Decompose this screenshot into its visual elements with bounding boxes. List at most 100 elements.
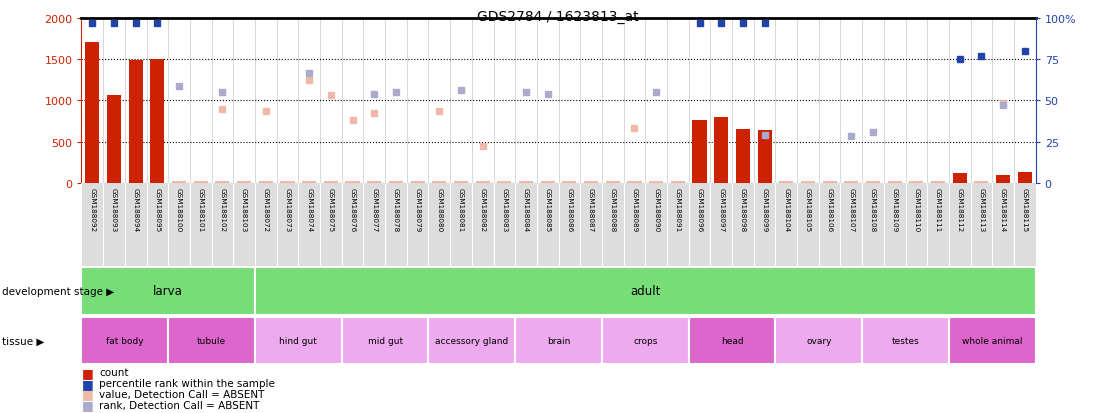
Text: GSM188084: GSM188084 (523, 188, 529, 232)
Text: GSM188076: GSM188076 (349, 188, 356, 232)
Text: GSM188092: GSM188092 (89, 188, 95, 232)
Bar (280, 181, 295, 184)
Bar (388, 181, 403, 184)
Bar (584, 181, 598, 184)
Text: GSM188091: GSM188091 (675, 188, 681, 232)
Bar (475, 181, 490, 184)
Bar (367, 181, 382, 184)
Text: GSM188072: GSM188072 (262, 188, 269, 232)
Text: GSM188089: GSM188089 (632, 188, 637, 232)
Bar (302, 181, 316, 184)
Bar (454, 181, 468, 184)
Bar (259, 181, 272, 184)
Text: GSM188085: GSM188085 (545, 188, 550, 232)
Bar (429, 317, 516, 365)
Bar (650, 181, 663, 184)
Text: GSM188083: GSM188083 (501, 188, 508, 232)
Bar (910, 181, 923, 184)
Text: GSM188093: GSM188093 (110, 188, 117, 232)
Text: GDS2784 / 1623813_at: GDS2784 / 1623813_at (478, 10, 638, 24)
Text: GSM188106: GSM188106 (827, 188, 833, 232)
Bar (953, 174, 966, 184)
Bar (151, 60, 164, 184)
Bar (949, 317, 1036, 365)
Bar (606, 181, 619, 184)
Text: GSM188114: GSM188114 (1000, 188, 1007, 232)
Bar (671, 181, 685, 184)
Text: GSM188111: GSM188111 (935, 188, 941, 232)
Bar (735, 130, 750, 184)
Text: GSM188110: GSM188110 (913, 188, 920, 232)
Text: head: head (721, 336, 743, 345)
Text: GSM188112: GSM188112 (956, 188, 963, 232)
Text: hind gut: hind gut (279, 336, 317, 345)
Text: GSM188105: GSM188105 (805, 188, 811, 232)
Bar (863, 317, 949, 365)
Bar (997, 176, 1010, 184)
Bar (974, 181, 989, 184)
Text: GSM188100: GSM188100 (176, 188, 182, 232)
Text: tubule: tubule (198, 336, 227, 345)
Text: GSM188102: GSM188102 (220, 188, 225, 232)
Text: value, Detection Call = ABSENT: value, Detection Call = ABSENT (99, 389, 264, 399)
Text: GSM188098: GSM188098 (740, 188, 745, 232)
Text: GSM188088: GSM188088 (609, 188, 616, 232)
Text: tissue ▶: tissue ▶ (2, 336, 45, 346)
Text: GSM188103: GSM188103 (241, 188, 247, 232)
Bar (324, 181, 338, 184)
Text: brain: brain (547, 336, 570, 345)
Bar (801, 181, 815, 184)
Text: fat body: fat body (106, 336, 144, 345)
Bar (516, 317, 602, 365)
Bar (692, 121, 706, 184)
Bar (81, 267, 254, 315)
Text: count: count (99, 368, 128, 377)
Text: GSM188081: GSM188081 (458, 188, 464, 232)
Text: rank, Detection Call = ABSENT: rank, Detection Call = ABSENT (99, 400, 260, 410)
Text: development stage ▶: development stage ▶ (2, 286, 115, 296)
Text: GSM188075: GSM188075 (328, 188, 334, 232)
Text: GSM188109: GSM188109 (892, 188, 897, 232)
Text: whole animal: whole animal (962, 336, 1022, 345)
Bar (887, 181, 902, 184)
Text: GSM188097: GSM188097 (719, 188, 724, 232)
Bar (758, 131, 771, 184)
Bar (81, 317, 169, 365)
Text: accessory gland: accessory gland (435, 336, 509, 345)
Text: mid gut: mid gut (367, 336, 403, 345)
Bar (627, 181, 642, 184)
Bar (346, 181, 359, 184)
Text: crops: crops (633, 336, 657, 345)
Text: ovary: ovary (806, 336, 831, 345)
Text: GSM188095: GSM188095 (154, 188, 161, 232)
Text: GSM188101: GSM188101 (198, 188, 204, 232)
Text: GSM188080: GSM188080 (436, 188, 442, 232)
Text: testes: testes (892, 336, 920, 345)
Text: GSM188086: GSM188086 (567, 188, 573, 232)
Bar (519, 181, 533, 184)
Bar (194, 181, 208, 184)
Bar (714, 118, 729, 184)
Bar (498, 181, 511, 184)
Bar (85, 43, 99, 184)
Bar (215, 181, 230, 184)
Bar (689, 317, 776, 365)
Bar (822, 181, 837, 184)
Text: GSM188090: GSM188090 (653, 188, 660, 232)
Bar (779, 181, 793, 184)
Bar (432, 181, 446, 184)
Text: ■: ■ (81, 377, 94, 390)
Bar (411, 181, 425, 184)
Bar (866, 181, 881, 184)
Bar (254, 317, 341, 365)
Bar (776, 317, 863, 365)
Bar (540, 181, 555, 184)
Bar (931, 181, 945, 184)
Bar (169, 317, 254, 365)
Text: larva: larva (153, 285, 183, 298)
Text: GSM188087: GSM188087 (588, 188, 594, 232)
Text: GSM188074: GSM188074 (306, 188, 312, 232)
Bar (1018, 173, 1032, 184)
Text: percentile rank within the sample: percentile rank within the sample (99, 378, 276, 388)
Text: adult: adult (631, 285, 661, 298)
